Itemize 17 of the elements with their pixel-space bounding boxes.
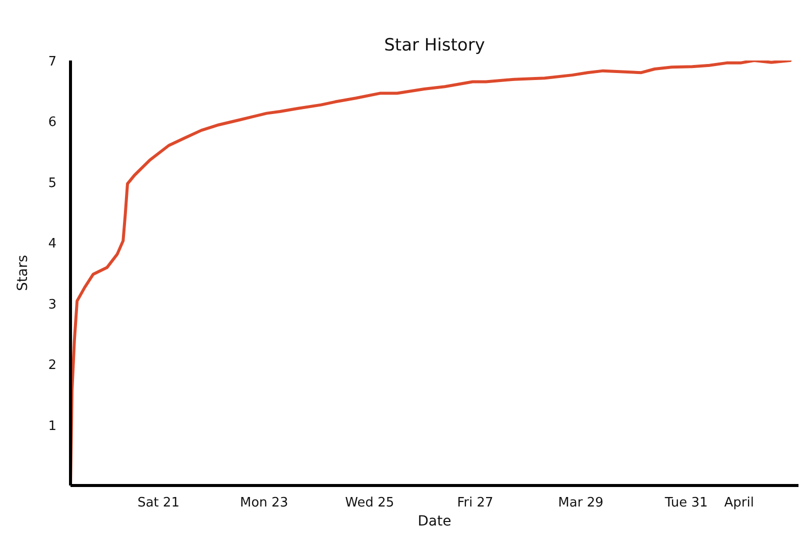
y-tick-label: 4 [48, 236, 57, 252]
y-tick-label: 2 [48, 358, 57, 374]
x-tick-label: Mar 29 [558, 496, 604, 510]
chart-title: Star History [384, 36, 485, 56]
y-tick-label: 3 [48, 297, 57, 312]
x-tick-label: Sat 21 [137, 496, 180, 510]
y-tick-label: 7 [48, 54, 57, 70]
y-tick-label: 1 [48, 418, 57, 434]
y-axis-title: Stars [15, 254, 32, 291]
x-axis-title: Date [418, 514, 452, 530]
x-tick-label: April [724, 496, 754, 510]
x-tick-label: Wed 25 [345, 496, 394, 510]
x-tick-label: Mon 23 [240, 496, 288, 510]
y-tick-label: 6 [48, 115, 57, 130]
x-tick-label: Fri 27 [457, 496, 494, 510]
x-tick-label: Tue 31 [664, 496, 708, 510]
y-tick-label: 5 [48, 176, 57, 191]
